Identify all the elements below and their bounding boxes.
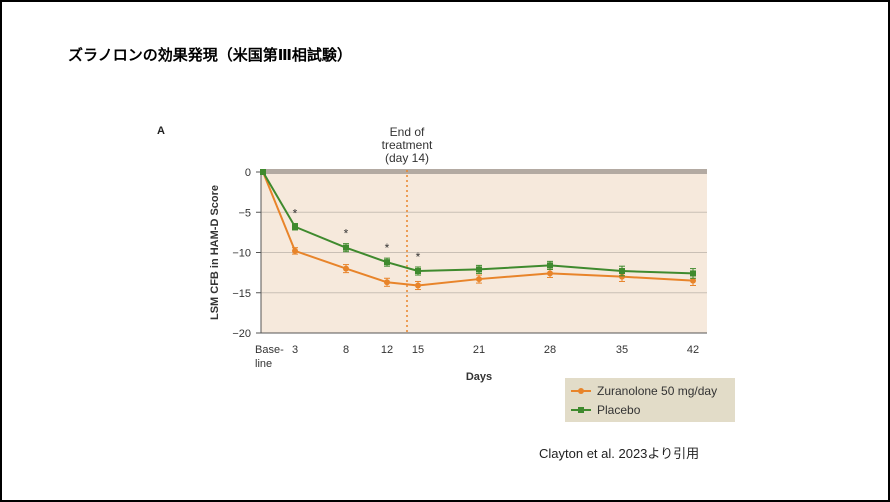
- data-point: [415, 268, 421, 275]
- data-point: [415, 282, 421, 289]
- y-axis-title: LSM CFB in HAM-D Score: [209, 185, 221, 320]
- zero-band: [261, 169, 707, 174]
- significance-star: *: [293, 207, 298, 221]
- data-point: [476, 266, 482, 273]
- legend-swatch-marker: [578, 388, 584, 394]
- data-point: [547, 270, 553, 277]
- x-tick-label: 42: [687, 344, 699, 356]
- x-tick-label: 28: [544, 344, 556, 356]
- y-tick-label: −5: [238, 207, 251, 219]
- end-of-treatment-label: End of treatment (day 14): [382, 125, 433, 165]
- x-tick-label: 15: [412, 344, 424, 356]
- data-point: [292, 247, 298, 254]
- data-point: [384, 279, 390, 286]
- data-point: [690, 270, 696, 277]
- data-point: [292, 223, 298, 230]
- data-point: [547, 262, 553, 269]
- y-tick-label: −15: [232, 288, 251, 300]
- y-tick-label: 0: [245, 167, 251, 179]
- data-point: [384, 259, 390, 266]
- legend: Zuranolone 50 mg/day Placebo: [565, 378, 735, 422]
- series-placebo: [260, 169, 696, 279]
- legend-item: Zuranolone 50 mg/day: [571, 384, 717, 398]
- significance-star: *: [344, 227, 349, 241]
- x-tick-label: 35: [616, 344, 628, 356]
- panel-letter: A: [157, 125, 165, 137]
- x-tick-label: 21: [473, 344, 485, 356]
- citation: Clayton et al. 2023より引用: [539, 446, 700, 461]
- data-point: [476, 276, 482, 283]
- x-tick-label: Base-line: [255, 344, 284, 370]
- significance-star: *: [385, 241, 390, 255]
- x-tick-label: 3: [292, 344, 298, 356]
- data-point: [343, 244, 349, 251]
- legend-label: Placebo: [597, 403, 641, 417]
- slide-title: ズラノロンの効果発現（米国第Ⅲ相試験）: [68, 46, 352, 64]
- data-point: [690, 277, 696, 284]
- data-point: [343, 265, 349, 272]
- data-point: [619, 268, 625, 275]
- x-tick-label: 8: [343, 344, 349, 356]
- series-zuranolone: [260, 169, 696, 291]
- legend-item: Placebo: [571, 403, 641, 417]
- legend-background: [565, 378, 735, 422]
- data-point: [619, 273, 625, 280]
- y-tick-label: −10: [232, 248, 251, 260]
- y-tick-label: −20: [232, 328, 251, 340]
- x-tick-label: 12: [381, 344, 393, 356]
- legend-label: Zuranolone 50 mg/day: [597, 384, 717, 398]
- legend-swatch-marker: [578, 407, 584, 413]
- significance-star: *: [416, 250, 421, 264]
- data-point: [260, 169, 266, 175]
- x-axis-title: Days: [466, 371, 492, 383]
